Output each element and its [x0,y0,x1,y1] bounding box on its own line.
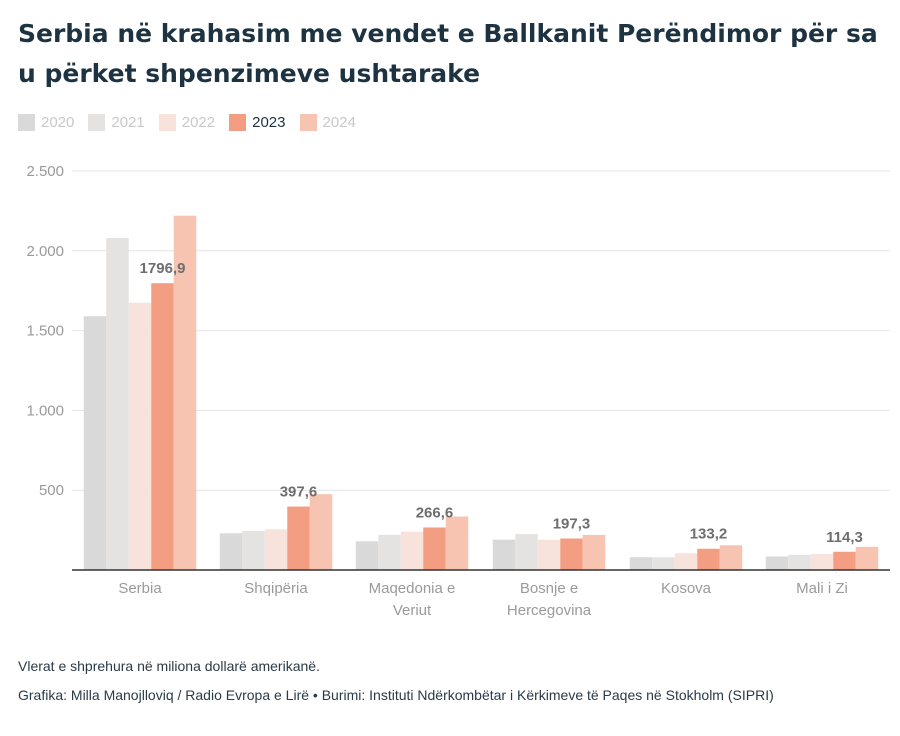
data-label: 397,6 [280,484,318,501]
data-label: 133,2 [690,526,728,543]
x-tick-label: Hercegovina [507,602,592,619]
legend-item-2022[interactable]: 2022 [158,113,216,131]
x-tick-label: Maqedonia e [369,580,456,597]
bar-2021 [378,534,401,570]
bar-2020 [219,533,243,570]
bar-2022 [400,531,424,570]
y-tick-label: 1.000 [26,402,64,419]
bar-2022 [537,539,561,570]
data-label: 114,3 [826,529,863,546]
x-tick-label: Shqipëria [244,580,308,597]
bar-2024 [445,516,469,570]
y-tick-label: 1.500 [26,323,64,340]
bar-2021 [515,534,538,570]
bar-2024 [855,546,879,570]
legend-label: 2023 [252,113,286,131]
legend-swatch [229,113,247,131]
bar-2024 [719,545,743,570]
bar-2023 [287,506,310,570]
legend-swatch [158,113,176,131]
bar-2021 [788,554,811,570]
legend-label: 2020 [41,113,75,131]
bar-2020 [83,316,107,570]
chart-title: Serbia në krahasim me vendet e Ballkanit… [18,19,878,88]
x-tick-label: Serbia [118,580,162,597]
y-tick-label: 2.000 [26,243,64,260]
chart-legend: 2020 2021 2022 2023 2024 [18,110,356,134]
bar-2022 [674,553,698,570]
bar-2020 [629,557,653,570]
data-label: 197,3 [553,516,591,533]
legend-label: 2022 [181,113,216,131]
legend-swatch [88,113,106,131]
legend-label: 2024 [322,113,356,131]
legend-label: 2021 [111,113,145,131]
x-tick-label: Veriut [393,602,432,619]
bar-2023 [151,283,174,570]
legend-item-2021[interactable]: 2021 [88,113,145,131]
bar-2020 [765,556,789,570]
bar-2022 [810,554,834,570]
legend-item-2020[interactable]: 2020 [18,113,75,131]
bar-2020 [355,541,379,570]
bar-2021 [652,557,675,570]
bar-2023 [423,527,446,570]
bar-2024 [173,215,197,571]
bar-2023 [560,538,583,570]
source-credit: Grafika: Milla Manojlloviq / Radio Evrop… [18,687,774,703]
x-tick-label: Mali i Zi [796,580,848,597]
bar-2024 [582,534,606,570]
bar-2023 [833,551,856,570]
bar-chart: 500 1.000 1.500 2.000 2.500 1796,9 Serbia 397,6… [26,163,890,619]
bar-2021 [106,238,129,571]
unit-note: Vlerat e shprehura në miliona dollarë am… [18,658,320,674]
data-label: 266,6 [416,504,454,521]
legend-item-2023[interactable]: 2023 [229,113,286,131]
legend-item-2024[interactable]: 2024 [299,113,356,131]
bar-2020 [492,539,516,570]
data-label: 1796,9 [140,260,186,277]
bar-2022 [264,529,288,570]
bar-2024 [309,494,333,570]
x-tick-label: Bosnje e [520,580,578,597]
legend-swatch [18,113,35,131]
bar-2023 [697,548,720,570]
bar-2021 [242,530,265,570]
x-tick-label: Kosova [661,580,712,597]
legend-swatch [299,113,317,131]
y-tick-label: 2.500 [26,163,64,180]
y-tick-label: 500 [39,482,64,499]
bar-2022 [128,302,152,570]
